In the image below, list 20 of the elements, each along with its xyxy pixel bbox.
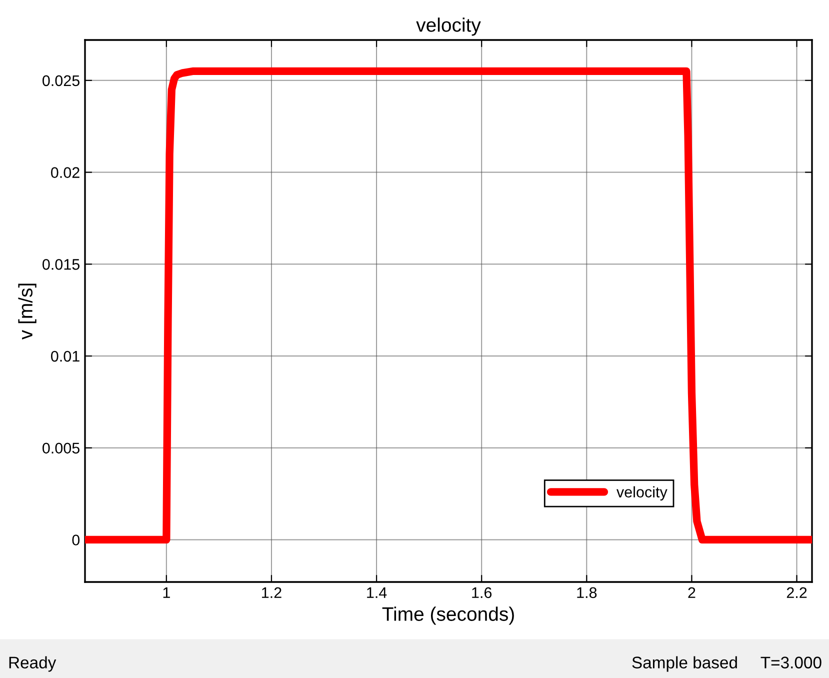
y-tick-label: 0.005 — [42, 442, 80, 454]
y-tick-label: 0.015 — [42, 259, 80, 270]
y-tick-label: 0 — [72, 534, 80, 546]
text: Ready — [9, 656, 56, 672]
y-tick-label: 0.025 — [42, 75, 80, 86]
text: T=3.000 — [760, 656, 822, 668]
x-tick-label: 2 — [688, 587, 696, 598]
x-tick-label: 1.8 — [577, 587, 597, 598]
legend-label: velocity — [616, 486, 668, 500]
y-tick-label: 0.02 — [51, 167, 80, 178]
x-axis-title: Time (seconds) — [382, 606, 514, 625]
y-tick-label: 0.01 — [51, 350, 80, 362]
x-tick-label: 1.4 — [367, 587, 387, 598]
x-tick-label: 1.2 — [262, 587, 282, 598]
y-axis-title: v [m/s] — [18, 284, 36, 340]
chart-title: velocity — [416, 18, 481, 36]
x-tick-label: 1.6 — [472, 587, 492, 598]
x-tick-label: 1 — [163, 587, 170, 598]
x-tick-label: 2.2 — [786, 587, 807, 598]
text: Sample based — [632, 656, 737, 672]
